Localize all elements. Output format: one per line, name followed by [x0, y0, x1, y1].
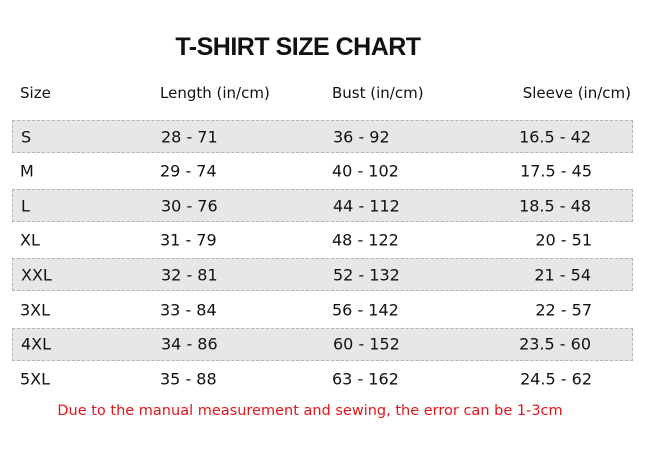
cell-length: 29 - 74 — [160, 161, 217, 181]
cell-size: 5XL — [20, 369, 51, 389]
cell-sleeve: 16.5 - 42 — [519, 127, 591, 146]
cell-length: 31 - 79 — [160, 230, 217, 250]
cell-bust: 56 - 142 — [332, 300, 399, 319]
cell-size: XL — [20, 230, 40, 250]
table-row: L 30 - 76 44 - 112 18.5 - 48 — [12, 189, 633, 223]
cell-length: 35 - 88 — [160, 369, 217, 389]
cell-length: 28 - 71 — [161, 127, 218, 146]
table-row: XL 31 - 79 48 - 122 20 - 51 — [12, 224, 633, 257]
table-row: 5XL 35 - 88 63 - 162 24.5 - 62 — [12, 362, 633, 395]
measurement-note: Due to the manual measurement and sewing… — [57, 403, 563, 419]
cell-bust: 52 - 132 — [333, 265, 400, 285]
table-row: M 29 - 74 40 - 102 17.5 - 45 — [12, 155, 633, 188]
header-size: Size — [20, 83, 51, 102]
cell-size: M — [20, 161, 34, 181]
cell-size: 3XL — [20, 300, 51, 319]
table-header: Size Length (in/cm) Bust (in/cm) Sleeve … — [12, 76, 633, 109]
cell-sleeve: 18.5 - 48 — [519, 196, 591, 216]
cell-sleeve: 17.5 - 45 — [520, 161, 592, 181]
cell-bust: 36 - 92 — [333, 127, 390, 146]
table-row: S 28 - 71 36 - 92 16.5 - 42 — [12, 120, 633, 153]
cell-sleeve: 23.5 - 60 — [519, 334, 591, 354]
cell-length: 30 - 76 — [161, 196, 218, 216]
cell-size: XXL — [21, 265, 52, 285]
cell-sleeve: 24.5 - 62 — [520, 369, 592, 389]
cell-bust: 60 - 152 — [333, 334, 400, 354]
cell-size: 4XL — [21, 334, 52, 354]
cell-bust: 48 - 122 — [332, 230, 399, 250]
cell-size: S — [21, 127, 32, 146]
table-row: 3XL 33 - 84 56 - 142 22 - 57 — [12, 293, 633, 326]
table-row: 4XL 34 - 86 60 - 152 23.5 - 60 — [12, 327, 633, 361]
chart-title: T-SHIRT SIZE CHART — [175, 33, 421, 61]
cell-sleeve: 22 - 57 — [535, 300, 592, 319]
cell-bust: 63 - 162 — [332, 369, 399, 389]
cell-sleeve: 21 - 54 — [534, 265, 591, 285]
header-bust: Bust (in/cm) — [332, 83, 424, 102]
cell-length: 33 - 84 — [160, 300, 217, 319]
cell-bust: 44 - 112 — [333, 196, 400, 216]
cell-bust: 40 - 102 — [332, 161, 399, 181]
header-length: Length (in/cm) — [160, 83, 270, 102]
table-row: XXL 32 - 81 52 - 132 21 - 54 — [12, 258, 633, 292]
cell-size: L — [21, 196, 30, 216]
cell-length: 32 - 81 — [161, 265, 218, 285]
cell-length: 34 - 86 — [161, 334, 218, 354]
cell-sleeve: 20 - 51 — [535, 230, 592, 250]
header-sleeve: Sleeve (in/cm) — [522, 83, 631, 102]
